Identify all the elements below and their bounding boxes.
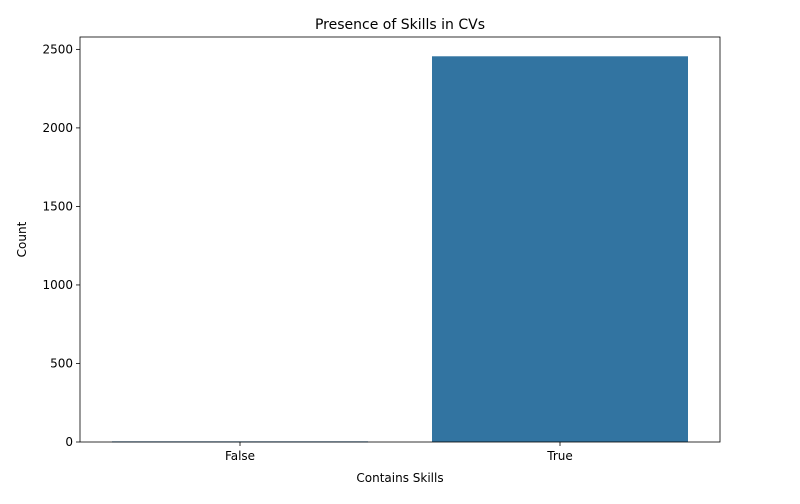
y-tick-label: 2000 (42, 121, 73, 135)
x-tick-label: True (546, 449, 573, 463)
y-axis-label: Count (15, 221, 29, 257)
x-axis-ticks: False True (225, 442, 573, 463)
y-tick-label: 1500 (42, 199, 73, 213)
y-tick-label: 0 (65, 435, 73, 449)
y-tick-label: 1000 (42, 278, 73, 292)
x-tick-label: False (225, 449, 255, 463)
y-tick-label: 2500 (42, 42, 73, 56)
y-tick-label: 500 (50, 356, 73, 370)
x-axis-label: Contains Skills (356, 471, 443, 485)
plot-frame (79, 36, 721, 443)
bar-true (432, 56, 688, 443)
chart-title: Presence of Skills in CVs (315, 17, 485, 33)
y-axis-ticks: 0 500 1000 1500 2000 2500 (42, 42, 80, 449)
bars-layer (112, 56, 688, 443)
